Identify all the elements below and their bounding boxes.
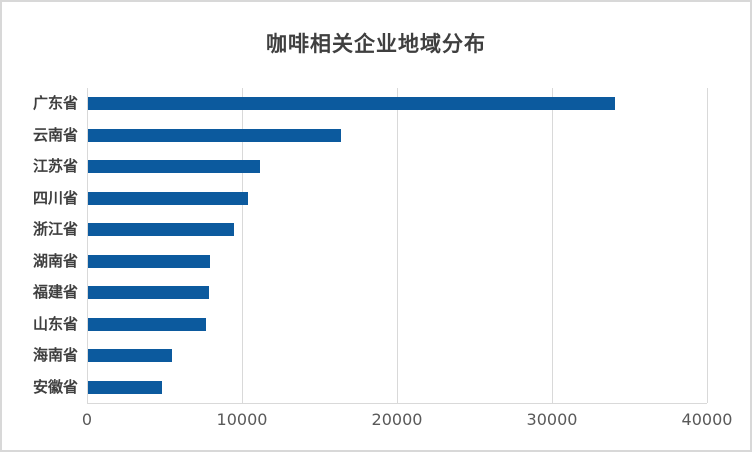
category-label: 安徽省 [32,377,78,396]
gridline [87,88,88,403]
category-label: 广东省 [32,94,78,112]
bar-海南省 [88,349,172,363]
plot-area [87,88,708,404]
category-label: 山东省 [32,314,78,333]
x-tick-label: 10000 [216,410,268,429]
bar-云南省 [88,128,341,142]
bar-安徽省 [88,380,163,394]
gridline [707,88,708,403]
chart-title: 咖啡相关企业地域分布 [266,31,486,56]
x-tick-label: 30000 [526,410,578,429]
x-tick-label: 20000 [371,410,423,429]
bar-浙江省 [88,223,234,237]
gridline [397,88,398,403]
category-label: 福建省 [32,283,78,301]
bar-广东省 [88,97,615,111]
gridline [552,88,553,403]
bar-福建省 [88,286,209,300]
category-label: 云南省 [32,125,78,144]
bar-四川省 [88,191,248,205]
bar-江苏省 [88,160,261,174]
category-label: 江苏省 [32,157,78,175]
x-axis-line [87,403,707,404]
category-label: 湖南省 [32,251,78,270]
category-label: 四川省 [32,188,78,207]
category-label: 海南省 [32,346,78,364]
gridline [242,88,243,403]
bar-湖南省 [88,254,211,268]
bar-山东省 [88,317,206,331]
category-label: 浙江省 [32,220,78,238]
x-tick-label: 40000 [681,410,733,429]
x-tick-label: 0 [81,410,93,429]
